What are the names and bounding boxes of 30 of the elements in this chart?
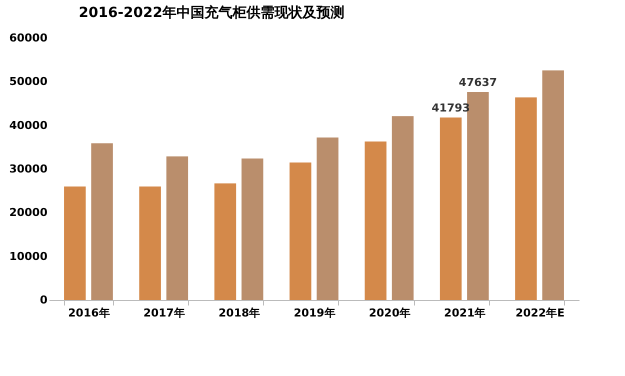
bar xyxy=(440,118,462,300)
chart-title: 2016-2022年中国充气柜供需现状及预测 xyxy=(78,4,344,21)
x-tick-label: 2022年E xyxy=(515,306,565,320)
data-label: 47637 xyxy=(458,76,498,89)
bar xyxy=(166,156,188,300)
y-tick-label: 50000 xyxy=(9,75,48,88)
bar xyxy=(64,186,86,300)
bar xyxy=(364,141,386,300)
bar xyxy=(290,162,312,300)
y-tick-label: 60000 xyxy=(9,32,48,44)
y-tick-label: 20000 xyxy=(9,206,48,220)
bar xyxy=(91,143,113,300)
x-tick-label: 2021年 xyxy=(444,306,486,320)
x-tick-label: 2018年 xyxy=(218,306,260,320)
bar xyxy=(214,183,236,300)
x-tick-label: 2016年 xyxy=(68,306,110,320)
bar xyxy=(139,186,161,300)
y-tick-label: 40000 xyxy=(9,118,48,132)
x-tick-label: 2017年 xyxy=(143,306,185,320)
y-tick-label: 10000 xyxy=(9,250,48,263)
x-tick-label: 2019年 xyxy=(294,306,336,320)
bar xyxy=(542,70,564,300)
bar xyxy=(242,158,264,300)
bar xyxy=(392,116,414,300)
bar xyxy=(467,92,489,300)
bar xyxy=(316,138,338,300)
y-tick-label: 30000 xyxy=(9,162,48,176)
y-tick-label: 0 xyxy=(40,294,48,306)
x-tick-label: 2020年 xyxy=(368,306,410,320)
bar xyxy=(515,97,537,300)
